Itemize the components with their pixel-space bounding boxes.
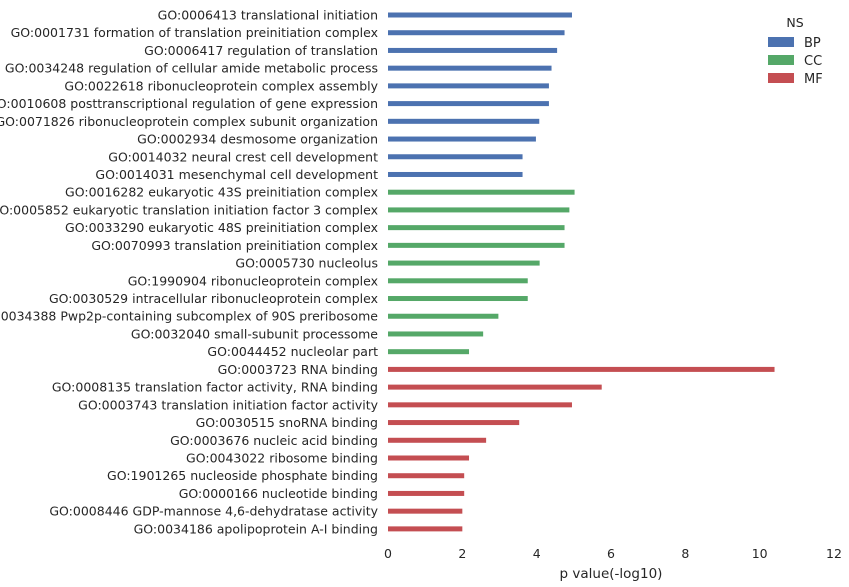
bar-mf	[388, 437, 487, 443]
bar-cc	[388, 296, 528, 302]
bar-mf	[388, 473, 465, 479]
category-label: GO:0003743 translation initiation factor…	[78, 397, 378, 412]
category-label: GO:1990904 ribonucleoprotein complex	[128, 273, 378, 288]
category-label: GO:0034248 regulation of cellular amide …	[5, 61, 378, 76]
bar-mf	[388, 526, 463, 532]
category-label: GO:0005730 nucleolus	[235, 256, 378, 271]
bar-bp	[388, 118, 540, 124]
category-labels: GO:0006413 translational initiation GO:00…	[0, 8, 379, 537]
x-axis-title: p value(-log10)	[560, 566, 663, 582]
bar-cc	[388, 278, 528, 284]
category-label: GO:0005852 eukaryotic translation initia…	[0, 202, 378, 217]
legend-label-cc: CC	[804, 54, 822, 69]
legend: NS BP CC MF	[768, 15, 823, 87]
legend-title: NS	[786, 15, 803, 30]
category-label: GO:0043022 ribosome binding	[186, 451, 378, 466]
category-label: GO:0008135 translation factor activity, …	[52, 380, 378, 395]
bar-bp	[388, 30, 565, 36]
category-label: GO:0044452 nucleolar part	[207, 344, 378, 359]
category-label: GO:0000166 nucleotide binding	[179, 486, 378, 501]
category-label: GO:0034388 Pwp2p-containing subcomplex o…	[0, 309, 378, 324]
category-label: GO:0033290 eukaryotic 48S preinitiation …	[65, 220, 378, 235]
bar-bp	[388, 12, 572, 18]
x-tick-label: 4	[533, 546, 541, 561]
bar-bp	[388, 101, 549, 107]
category-label: GO:0008446 GDP-mannose 4,6-dehydratase a…	[49, 504, 378, 519]
bar-bp	[388, 65, 552, 71]
bars-layer	[388, 12, 775, 532]
bar-cc	[388, 189, 575, 195]
category-label: GO:0070993 translation preinitiation com…	[91, 238, 378, 253]
category-label: GO:0014031 mesenchymal cell development	[95, 167, 378, 182]
bar-mf	[388, 508, 463, 514]
bar-mf	[388, 384, 602, 390]
x-tick-label: 8	[681, 546, 689, 561]
bar-bp	[388, 171, 523, 177]
bar-bp	[388, 154, 523, 160]
bar-mf	[388, 455, 470, 461]
category-label: GO:0022618 ribonucleoprotein complex ass…	[64, 78, 378, 93]
bar-cc	[388, 331, 484, 337]
category-label: GO:0003676 nucleic acid binding	[170, 433, 378, 448]
x-axis-ticks: 0 2 4 6 8 10 12	[384, 546, 842, 561]
bar-cc	[388, 349, 470, 355]
legend-label-mf: MF	[804, 72, 823, 87]
category-label: GO:0032040 small-subunit processome	[131, 326, 378, 341]
category-label: GO:0006417 regulation of translation	[144, 43, 378, 58]
legend-swatch-mf	[768, 73, 794, 83]
x-tick-label: 10	[752, 546, 768, 561]
category-label: GO:0030529 intracellular ribonucleoprote…	[49, 291, 378, 306]
legend-items: BP CC MF	[768, 36, 823, 87]
legend-swatch-bp	[768, 37, 794, 47]
bar-bp	[388, 83, 549, 89]
legend-swatch-cc	[768, 55, 794, 65]
x-tick-label: 6	[607, 546, 615, 561]
bar-cc	[388, 242, 565, 248]
bar-mf	[388, 366, 775, 372]
bar-cc	[388, 225, 565, 231]
x-tick-label: 12	[826, 546, 842, 561]
category-label: GO:0016282 eukaryotic 43S preinitiation …	[65, 185, 378, 200]
category-label: GO:0010608 posttranscriptional regulatio…	[0, 96, 378, 111]
x-tick-label: 2	[458, 546, 466, 561]
bar-cc	[388, 207, 570, 213]
category-label: GO:0071826 ribonucleoprotein complex sub…	[0, 114, 378, 129]
bar-cc	[388, 260, 540, 266]
bar-bp	[388, 136, 536, 142]
category-label: GO:0006413 translational initiation	[158, 8, 378, 23]
bar-bp	[388, 47, 558, 53]
legend-label-bp: BP	[804, 36, 821, 51]
category-label: GO:0001731 formation of translation prei…	[11, 25, 378, 40]
category-label: GO:0014032 neural crest cell development	[108, 149, 378, 164]
bar-mf	[388, 490, 465, 496]
bar-mf	[388, 420, 520, 426]
category-label: GO:1901265 nucleoside phosphate binding	[107, 468, 378, 483]
bar-mf	[388, 402, 572, 408]
category-label: GO:0002934 desmosome organization	[137, 132, 378, 147]
x-tick-label: 0	[384, 546, 392, 561]
bar-cc	[388, 313, 499, 319]
category-label: GO:0030515 snoRNA binding	[196, 415, 378, 430]
category-label: GO:0003723 RNA binding	[218, 362, 378, 377]
category-label: GO:0034186 apolipoprotein A-I binding	[134, 521, 378, 536]
